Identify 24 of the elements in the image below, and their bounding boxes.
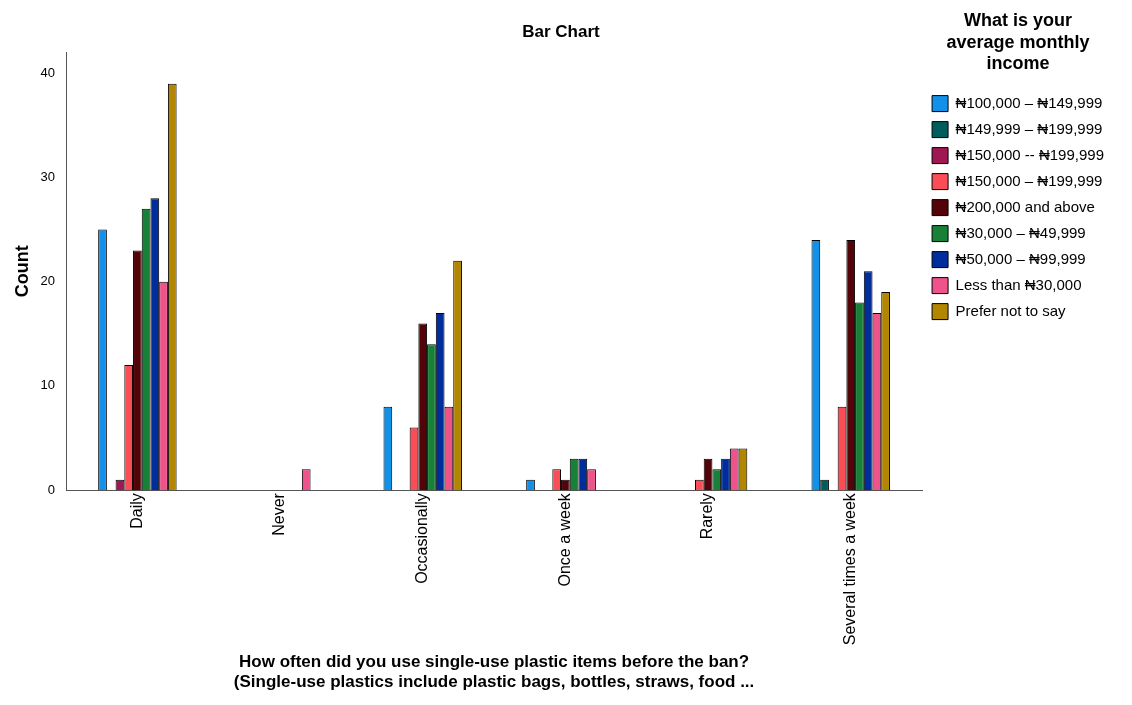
legend-title: What is your average monthly income	[946, 9, 1090, 74]
legend-label: ₦200,000 and above	[955, 197, 1095, 215]
legend-label: ₦150,000 -- ₦199,999	[955, 145, 1104, 163]
x-tick-label: Never	[270, 492, 288, 536]
y-tick-label: 10	[40, 377, 56, 393]
legend-label: ₦30,000 – ₦49,999	[955, 223, 1086, 241]
legend-label: ₦150,000 – ₦199,999	[955, 171, 1103, 189]
legend-label: Less than ₦30,000	[955, 275, 1082, 293]
y-tick-label: 40	[40, 64, 56, 80]
y-tick-label: 20	[40, 273, 56, 289]
legend-label: ₦100,000 – ₦149,999	[955, 93, 1103, 111]
chart-title: Bar Chart	[522, 21, 601, 41]
x-tick-label: Rarely	[698, 493, 716, 540]
legend-label: ₦50,000 – ₦99,999	[955, 249, 1086, 267]
x-tick-label: Several times a week	[841, 492, 859, 646]
x-tick-label: Once a week	[555, 492, 573, 587]
y-tick-label: 30	[40, 169, 56, 185]
x-axis-title: How often did you use single-use plastic items before the ban? (Single-use plastics include plastic bags, bottles, straws, food ...	[233, 652, 755, 692]
y-tick-label: 0	[47, 481, 56, 497]
x-tick-label: Occasionally	[413, 493, 431, 584]
y-axis-title: Count	[11, 245, 32, 298]
legend-label: Prefer not to say	[955, 301, 1067, 319]
x-tick-label: Daily	[127, 493, 145, 529]
legend-label: ₦149,999 – ₦199,999	[955, 119, 1103, 137]
